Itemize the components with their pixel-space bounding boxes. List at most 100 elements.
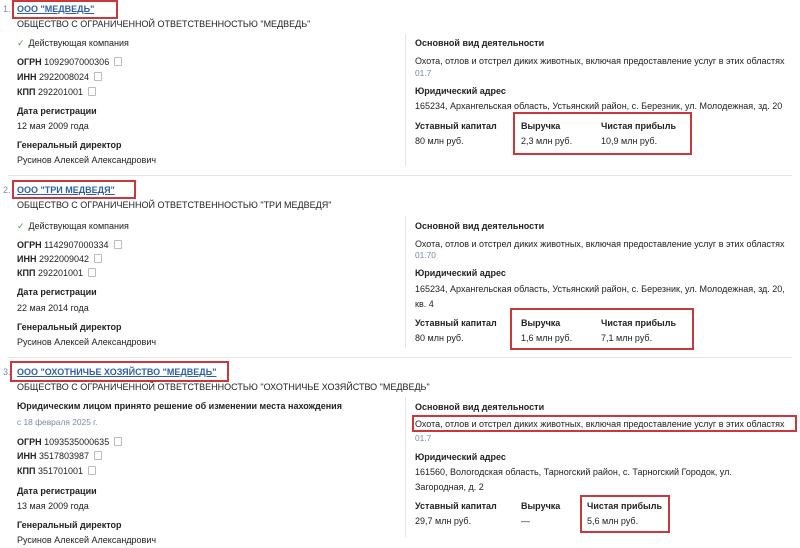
address-value: 165234, Архангельская область, Устьянски… xyxy=(415,284,785,294)
kpp-row: КПП 351701001 xyxy=(17,465,97,477)
reg-date-value: 13 мая 2009 года xyxy=(17,501,89,511)
copy-icon[interactable] xyxy=(113,240,122,249)
highlight-box xyxy=(513,112,692,155)
activity-value: Охота, отлов и отстрел диких животных, в… xyxy=(415,56,785,66)
kpp-row: КПП 292201001 xyxy=(17,267,97,279)
activity-code: 01.7 xyxy=(415,433,432,443)
company-name-link[interactable]: ООО "ТРИ МЕДВЕДЯ" xyxy=(17,185,115,195)
revenue-value: 2,3 млн руб. xyxy=(521,136,573,146)
profit-label: Чистая прибыль xyxy=(587,501,662,511)
full-name: ОБЩЕСТВО С ОГРАНИЧЕННОЙ ОТВЕТСТВЕННОСТЬЮ… xyxy=(17,19,311,29)
ogrn-value: 1092907000306 xyxy=(44,57,110,67)
director-label: Генеральный директор xyxy=(17,140,122,150)
activity-label: Основной вид деятельности xyxy=(415,402,545,412)
reg-date-value: 22 мая 2014 года xyxy=(17,303,89,313)
inn-value: 2922009042 xyxy=(38,254,90,264)
address-value-cont: кв. 4 xyxy=(415,299,434,309)
result-index: 2. xyxy=(3,185,11,195)
ogrn-label: ОГРН xyxy=(17,240,42,250)
ogrn-label: ОГРН xyxy=(17,57,42,67)
reg-date-label: Дата регистрации xyxy=(17,486,97,496)
capital-value: 80 млн руб. xyxy=(415,136,464,146)
address-label: Юридический адрес xyxy=(415,268,506,278)
kpp-row: КПП 292201001 xyxy=(17,86,97,98)
activity-label: Основной вид деятельности xyxy=(415,221,545,231)
company-name-link[interactable]: ООО "МЕДВЕДЬ" xyxy=(17,4,95,14)
result-index: 3. xyxy=(3,367,11,377)
profit-label: Чистая прибыль xyxy=(601,318,676,328)
capital-value: 29,7 млн руб. xyxy=(415,516,472,526)
activity-label: Основной вид деятельности xyxy=(415,38,545,48)
capital-value: 80 млн руб. xyxy=(415,333,464,343)
highlight-box xyxy=(10,361,229,382)
capital-label: Уставный капитал xyxy=(415,121,497,131)
copy-icon[interactable] xyxy=(114,437,123,446)
inn-row: ИНН 3517803987 xyxy=(17,450,103,462)
inn-label: ИНН xyxy=(17,451,37,461)
status: Юридическим лицом принято решение об изм… xyxy=(17,401,342,411)
director-label: Генеральный директор xyxy=(17,520,122,530)
reg-date-label: Дата регистрации xyxy=(17,106,97,116)
copy-icon[interactable] xyxy=(94,254,103,263)
copy-icon[interactable] xyxy=(94,451,103,460)
highlight-box xyxy=(12,180,136,199)
address-label: Юридический адрес xyxy=(415,86,506,96)
reg-date-label: Дата регистрации xyxy=(17,287,97,297)
kpp-value: 351701001 xyxy=(37,466,84,476)
inn-row: ИНН 2922009042 xyxy=(17,253,103,265)
highlight-box xyxy=(510,308,694,350)
status: ✓ Действующая компания xyxy=(17,37,129,49)
check-icon: ✓ xyxy=(17,38,25,48)
kpp-value: 292201001 xyxy=(37,268,84,278)
capital-label: Уставный капитал xyxy=(415,501,497,511)
director-value: Русинов Алексей Александрович xyxy=(17,535,157,545)
ogrn-row: ОГРН 1092907000306 xyxy=(17,56,123,68)
highlight-box xyxy=(12,0,118,19)
highlight-box xyxy=(580,495,670,533)
separator xyxy=(8,357,792,358)
highlight-box xyxy=(412,415,797,432)
status-date: с 18 февраля 2025 г. xyxy=(17,417,98,427)
revenue-label: Выручка xyxy=(521,121,561,131)
revenue-value: 1,6 млн руб. xyxy=(521,333,573,343)
ogrn-value: 1142907000334 xyxy=(44,240,109,250)
separator xyxy=(8,175,792,176)
director-value: Русинов Алексей Александрович xyxy=(17,155,157,165)
inn-label: ИНН xyxy=(17,72,37,82)
copy-icon[interactable] xyxy=(88,87,97,96)
copy-icon[interactable] xyxy=(114,57,123,66)
kpp-label: КПП xyxy=(17,268,36,278)
address-label: Юридический адрес xyxy=(415,452,506,462)
copy-icon[interactable] xyxy=(88,466,97,475)
divider xyxy=(405,34,406,166)
check-icon: ✓ xyxy=(17,221,25,231)
address-value-cont: Загородная, д. 2 xyxy=(415,482,484,492)
status-text: Действующая компания xyxy=(28,221,129,231)
director-value: Русинов Алексей Александрович xyxy=(17,337,157,347)
capital-label: Уставный капитал xyxy=(415,318,497,328)
full-name: ОБЩЕСТВО С ОГРАНИЧЕННОЙ ОТВЕТСТВЕННОСТЬЮ… xyxy=(17,200,332,210)
revenue-label: Выручка xyxy=(521,501,561,511)
profit-value: 10,9 млн руб. xyxy=(601,136,658,146)
activity-code: 01.7 xyxy=(415,68,432,78)
ogrn-row: ОГРН 1093535000635 xyxy=(17,436,123,448)
kpp-label: КПП xyxy=(17,466,36,476)
activity-value: Охота, отлов и отстрел диких животных, в… xyxy=(415,419,785,429)
activity-value: Охота, отлов и отстрел диких животных, в… xyxy=(415,239,785,249)
inn-row: ИНН 2922008024 xyxy=(17,71,103,83)
inn-value: 2922008024 xyxy=(38,72,90,82)
copy-icon[interactable] xyxy=(94,72,103,81)
full-name: ОБЩЕСТВО С ОГРАНИЧЕННОЙ ОТВЕТСТВЕННОСТЬЮ… xyxy=(17,382,430,392)
company-name-link[interactable]: ООО "ОХОТНИЧЬЕ ХОЗЯЙСТВО "МЕДВЕДЬ" xyxy=(17,367,217,377)
status-text: Действующая компания xyxy=(28,38,129,48)
copy-icon[interactable] xyxy=(88,268,97,277)
kpp-label: КПП xyxy=(17,87,36,97)
address-value: 165234, Архангельская область, Устьянски… xyxy=(415,101,783,111)
inn-label: ИНН xyxy=(17,254,37,264)
activity-code: 01.70 xyxy=(415,250,436,260)
profit-value: 7,1 млн руб. xyxy=(601,333,653,343)
profit-value: 5,6 млн руб. xyxy=(587,516,639,526)
result-index: 1. xyxy=(3,4,11,14)
profit-label: Чистая прибыль xyxy=(601,121,676,131)
status: ✓ Действующая компания xyxy=(17,220,129,232)
